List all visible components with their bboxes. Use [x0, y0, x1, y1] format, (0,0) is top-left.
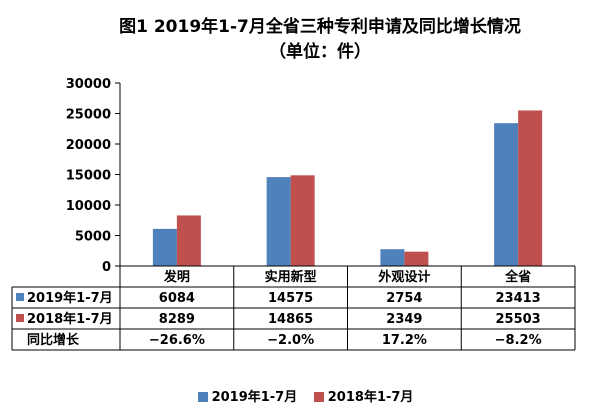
category-label: 全省 — [504, 269, 531, 285]
data-label: 6084 — [159, 291, 195, 306]
bar-2018-2 — [404, 251, 429, 266]
legend-label-2019: 2019年1-7月 — [211, 390, 298, 405]
legend: 2019年1-7月 2018年1-7月 — [0, 386, 611, 405]
y-tick-label: 0 — [102, 260, 111, 275]
data-label: 8289 — [159, 312, 195, 327]
table-swatch — [16, 293, 24, 301]
table-row-label: 2019年1-7月 — [27, 290, 113, 306]
category-label: 发明 — [163, 269, 190, 285]
bar-2019-3 — [494, 123, 519, 267]
growth-value: −26.6% — [149, 333, 205, 348]
patent-chart: 0 5000 10000 15000 20000 25000 30000 发明 实用新型 外观设计… — [11, 77, 576, 351]
table-swatch — [16, 314, 24, 322]
bar-2018-1 — [290, 175, 315, 266]
bar-2019-0 — [152, 228, 177, 266]
legend-label-2018: 2018年1-7月 — [327, 390, 414, 405]
data-label: 25503 — [496, 312, 541, 327]
y-tick-label: 15000 — [66, 169, 111, 184]
y-tick-label: 25000 — [66, 108, 111, 123]
growth-value: −2.0% — [267, 333, 314, 348]
y-tick-label: 20000 — [66, 138, 111, 153]
y-tick-label: 10000 — [66, 199, 111, 214]
legend-swatch-2019 — [197, 392, 208, 402]
data-label: 14575 — [268, 291, 313, 306]
y-tick-label: 5000 — [75, 230, 111, 245]
legend-swatch-2018 — [313, 392, 324, 402]
bar-2018-0 — [176, 215, 201, 266]
chart-title-line2: （单位：件） — [269, 42, 371, 62]
growth-value: 17.2% — [382, 333, 427, 348]
data-label: 2349 — [386, 312, 422, 327]
chart-title-line1: 图1 2019年1-7月全省三种专利申请及同比增长情况 — [119, 17, 521, 37]
growth-value: −8.2% — [495, 333, 542, 348]
data-label: 23413 — [496, 291, 541, 306]
category-label: 外观设计 — [377, 269, 430, 285]
legend-item-2018: 2018年1-7月 — [313, 386, 414, 405]
y-tick-label: 30000 — [66, 77, 111, 92]
bar-2019-2 — [380, 249, 405, 266]
table-row-label: 同比增长 — [27, 332, 80, 348]
data-label: 14865 — [268, 312, 313, 327]
bar-2018-3 — [518, 110, 543, 266]
table-row-label: 2018年1-7月 — [27, 311, 113, 327]
category-label: 实用新型 — [265, 269, 317, 285]
bar-2019-1 — [266, 177, 291, 266]
legend-item-2019: 2019年1-7月 — [197, 386, 298, 405]
data-label: 2754 — [386, 291, 422, 306]
